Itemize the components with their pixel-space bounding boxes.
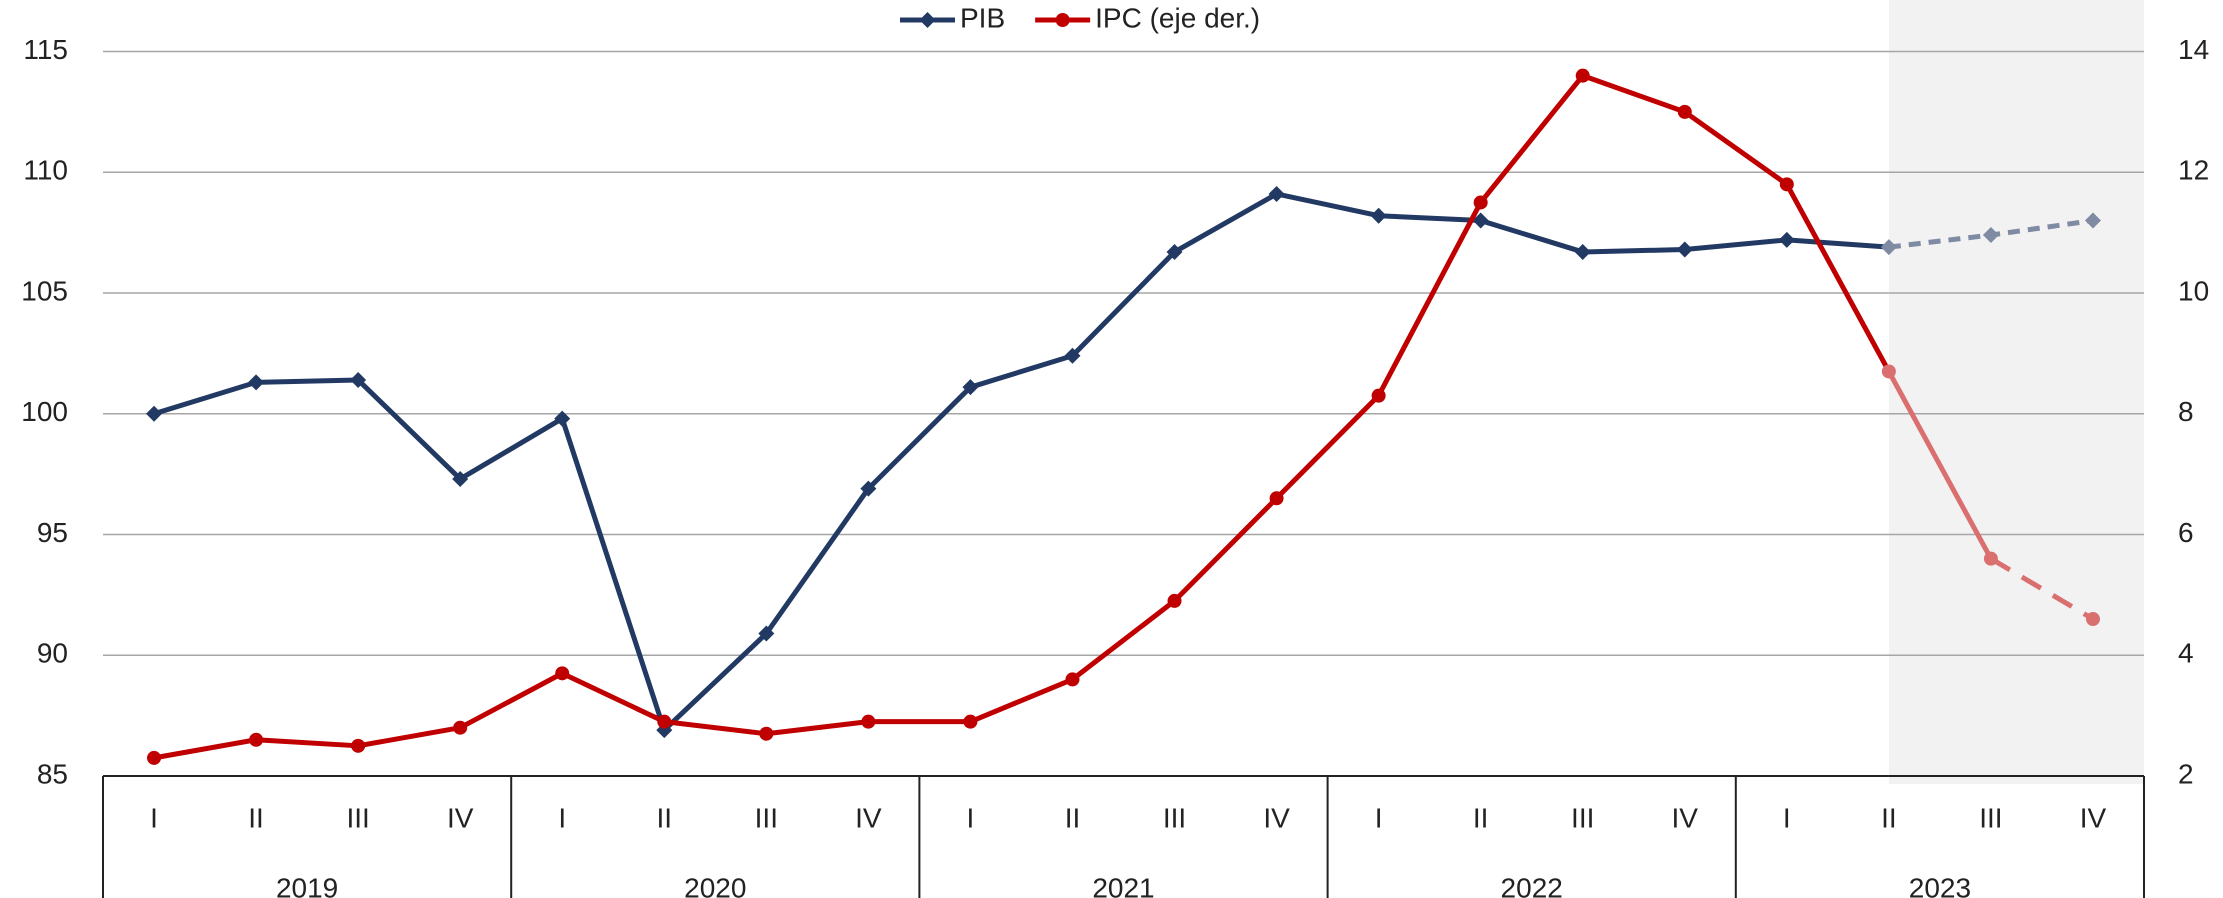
x-tick-label: IV bbox=[855, 802, 882, 833]
y-tick-label: 95 bbox=[37, 517, 68, 548]
marker bbox=[962, 379, 979, 396]
marker bbox=[1269, 491, 1284, 506]
marker bbox=[759, 726, 774, 741]
x-tick-label: III bbox=[755, 802, 778, 833]
y2-tick-label: 8 bbox=[2178, 396, 2194, 427]
marker bbox=[1065, 672, 1080, 687]
legend-label: PIB bbox=[960, 2, 1005, 33]
group-label: 2023 bbox=[1909, 872, 1971, 898]
marker bbox=[146, 405, 163, 422]
forecast-line bbox=[1989, 556, 2095, 622]
marker bbox=[2084, 212, 2101, 229]
x-tick-label: IV bbox=[447, 802, 474, 833]
marker bbox=[1268, 185, 1285, 202]
x-tick-label: I bbox=[967, 802, 975, 833]
x-tick-label: IV bbox=[2080, 802, 2107, 833]
x-tick-label: IV bbox=[1672, 802, 1699, 833]
marker bbox=[351, 738, 366, 753]
y-tick-label: 100 bbox=[21, 396, 68, 427]
y-tick-label: 110 bbox=[23, 155, 68, 186]
x-tick-label: III bbox=[1163, 802, 1186, 833]
marker bbox=[1371, 388, 1386, 403]
marker bbox=[1166, 243, 1183, 260]
marker bbox=[1676, 241, 1693, 258]
marker bbox=[1982, 227, 1999, 244]
marker bbox=[1167, 593, 1182, 608]
marker bbox=[554, 410, 571, 427]
y-tick-label: 85 bbox=[37, 758, 68, 789]
series-line bbox=[153, 191, 1890, 733]
marker bbox=[1881, 364, 1896, 379]
marker bbox=[350, 371, 367, 388]
marker bbox=[555, 666, 570, 681]
forecast-line bbox=[1886, 370, 1994, 560]
y-tick-label: 90 bbox=[37, 638, 68, 669]
x-tick-label: IV bbox=[1263, 802, 1290, 833]
legend-label: IPC (eje der.) bbox=[1095, 2, 1260, 33]
y2-tick-label: 12 bbox=[2178, 155, 2209, 186]
marker bbox=[657, 714, 672, 729]
marker bbox=[963, 714, 978, 729]
x-tick-label: III bbox=[1571, 802, 1594, 833]
marker bbox=[2085, 612, 2100, 627]
x-tick-label: II bbox=[656, 802, 672, 833]
x-tick-label: III bbox=[346, 802, 369, 833]
marker bbox=[453, 720, 468, 735]
x-tick-label: I bbox=[1783, 802, 1791, 833]
marker bbox=[1064, 347, 1081, 364]
marker bbox=[1779, 177, 1794, 192]
x-tick-label: I bbox=[558, 802, 566, 833]
y2-tick-label: 2 bbox=[2178, 758, 2194, 789]
group-label: 2021 bbox=[1092, 872, 1154, 898]
y2-tick-label: 10 bbox=[2178, 275, 2209, 306]
x-tick-label: II bbox=[248, 802, 264, 833]
group-label: 2020 bbox=[684, 872, 746, 898]
x-tick-label: II bbox=[1065, 802, 1081, 833]
marker bbox=[249, 732, 264, 747]
x-tick-label: II bbox=[1881, 802, 1897, 833]
y2-tick-label: 6 bbox=[2178, 517, 2194, 548]
marker bbox=[248, 374, 265, 391]
legend-marker bbox=[1055, 13, 1070, 27]
marker bbox=[758, 625, 775, 642]
marker bbox=[861, 714, 876, 729]
y2-tick-label: 14 bbox=[2178, 34, 2209, 65]
legend-marker bbox=[919, 12, 936, 28]
marker bbox=[860, 480, 877, 497]
y2-tick-label: 4 bbox=[2178, 638, 2194, 669]
marker bbox=[1473, 195, 1488, 210]
marker bbox=[1778, 231, 1795, 248]
x-tick-label: III bbox=[1979, 802, 2002, 833]
y-tick-label: 115 bbox=[23, 34, 68, 65]
marker bbox=[1370, 207, 1387, 224]
series-line bbox=[153, 73, 1892, 761]
y-tick-label: 105 bbox=[21, 275, 68, 306]
x-tick-label: II bbox=[1473, 802, 1489, 833]
x-tick-label: I bbox=[150, 802, 158, 833]
group-label: 2022 bbox=[1501, 872, 1563, 898]
forecast-shade bbox=[1888, 0, 2144, 784]
marker bbox=[1575, 68, 1590, 83]
marker bbox=[452, 470, 469, 487]
marker bbox=[1677, 104, 1692, 119]
group-label: 2019 bbox=[276, 872, 338, 898]
marker bbox=[1983, 551, 1998, 566]
legend: PIB IPC (eje der.) bbox=[900, 2, 1260, 33]
x-tick-label: I bbox=[1375, 802, 1383, 833]
marker bbox=[1880, 239, 1897, 256]
marker bbox=[147, 750, 162, 765]
marker bbox=[1574, 243, 1591, 260]
marker bbox=[1472, 212, 1489, 229]
